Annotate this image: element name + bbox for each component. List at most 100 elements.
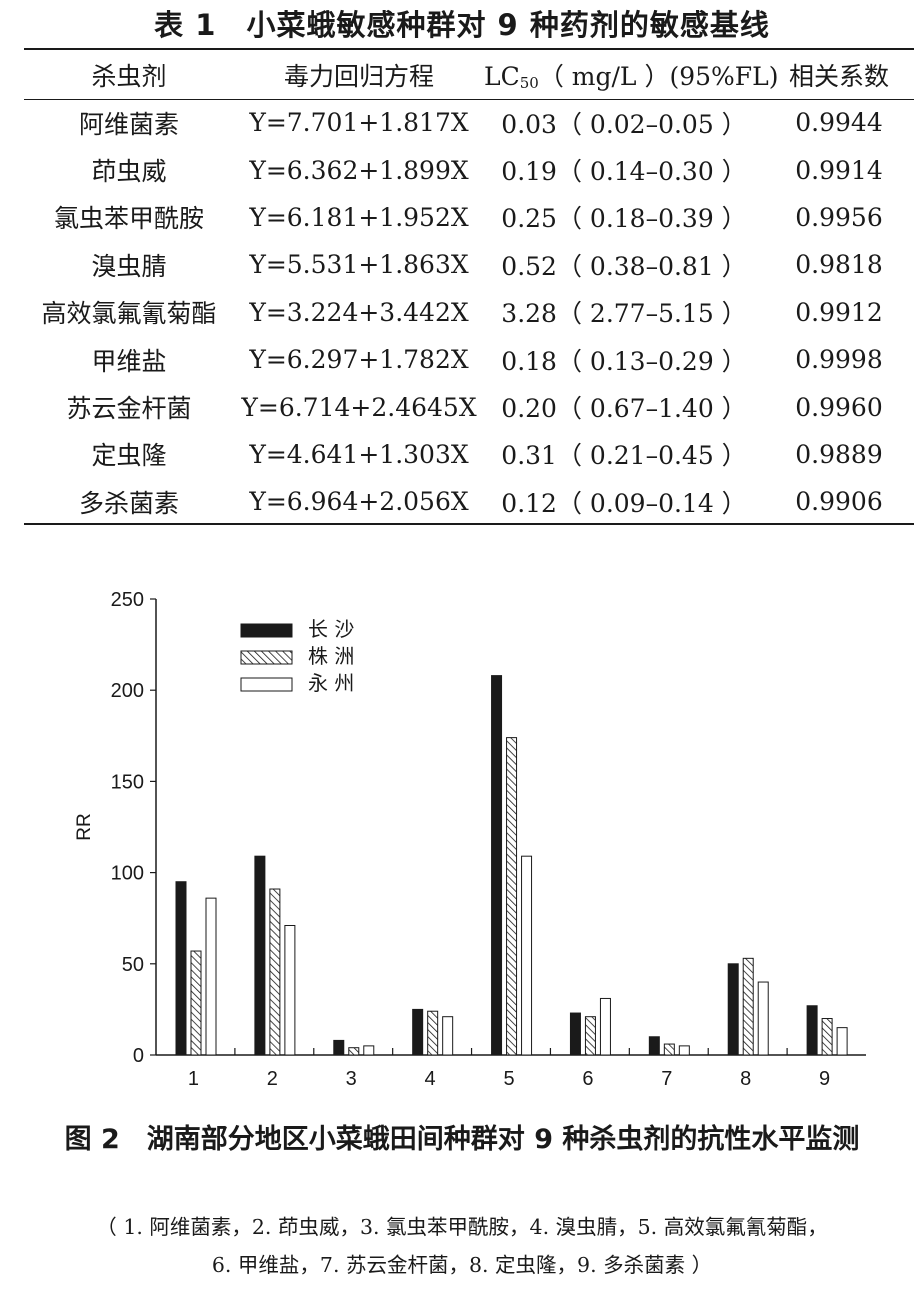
- cell-lc50: 0.18（ 0.13–0.29 ）: [501, 346, 747, 376]
- bar-3-6: [599, 997, 611, 1056]
- bar-1-7: [648, 1036, 660, 1056]
- cell-coef: 0.9818: [795, 250, 883, 280]
- bar-3-3: [363, 1045, 375, 1056]
- x-tick-label: 3: [346, 1068, 357, 1090]
- x-tick-label: 4: [425, 1068, 436, 1090]
- cell-equation: Y=6.181+1.952X: [249, 202, 469, 232]
- cell-coef: 0.9944: [795, 108, 883, 138]
- resistance-bar-chart: 0 50 100 150 200 250 RR 1 2 3 4 5 6 7 8 9 长 沙株 洲永 州: [74, 589, 866, 1090]
- table-bottom-rule: [24, 523, 914, 525]
- legend-label-3: 永 州: [308, 671, 354, 695]
- cell-lc50: 3.28（ 2.77–5.15 ）: [501, 299, 747, 329]
- bar-1-1: [175, 881, 187, 1056]
- table-header-rule: [24, 99, 914, 100]
- header-lc-sub: 50: [519, 73, 539, 92]
- table-header-row: 杀虫剂 毒力回归方程 LC50（ mg/L ）(95%FL) 相关系数: [24, 50, 914, 99]
- cell-lc50: 0.12（ 0.09–0.14 ）: [501, 488, 747, 518]
- table-row: 阿维菌素 Y=7.701+1.817X 0.03（ 0.02–0.05 ） 0.994…: [24, 99, 914, 146]
- header-equation: 毒力回归方程: [283, 61, 434, 91]
- cell-equation: Y=4.641+1.303X: [249, 439, 469, 469]
- y-tick-label: 100: [111, 863, 144, 885]
- bar-2-6: [584, 1016, 596, 1056]
- table-row: 定虫隆 Y=4.641+1.303X 0.31（ 0.21–0.45 ） 0.9889: [24, 431, 914, 478]
- header-coef: 相关系数: [788, 61, 889, 91]
- x-tick-label: 8: [740, 1068, 751, 1090]
- cell-agent: 阿维菌素: [78, 109, 179, 139]
- cell-lc50: 0.19（ 0.14–0.30 ）: [501, 157, 747, 187]
- cell-coef: 0.9914: [795, 155, 883, 185]
- table-row: 高效氯氟氰菊酯 Y=3.224+3.442X 3.28（ 2.77–5.15 ） 0.…: [24, 289, 914, 336]
- cell-agent: 多杀菌素: [78, 488, 179, 518]
- cell-equation: Y=6.714+2.4645X: [241, 392, 477, 422]
- legend-swatch-3: [240, 677, 293, 692]
- cell-lc50: 0.20（ 0.67–1.40 ）: [501, 394, 747, 424]
- figure-note-line-1: （ 1. 阿维菌素，2. 茚虫威，3. 氯虫苯甲酰胺，4. 溴虫腈，5. 高效氯…: [96, 1215, 828, 1239]
- legend-label-2: 株 洲: [308, 644, 354, 668]
- bar-1-6: [569, 1012, 581, 1056]
- bar-3-9: [836, 1027, 848, 1056]
- bar-2-1: [190, 950, 202, 1056]
- cell-equation: Y=7.701+1.817X: [249, 108, 469, 138]
- cell-agent: 茚虫威: [91, 157, 167, 187]
- header-lc50: LC50（ mg/L ）(95%FL): [484, 50, 778, 99]
- bar-3-1: [205, 897, 217, 1056]
- legend-swatch-1: [240, 623, 293, 638]
- figure-caption: 图 2 湖南部分地区小菜蛾田间种群对 9 种杀虫剂的抗性水平监测: [64, 1124, 860, 1155]
- bar-3-2: [284, 924, 296, 1056]
- cell-coef: 0.9906: [795, 487, 883, 517]
- table-title: 表 1 小菜蛾敏感种群对 9 种药剂的敏感基线: [154, 8, 770, 42]
- bar-1-3: [333, 1039, 345, 1056]
- cell-coef: 0.9960: [795, 392, 883, 422]
- bar-2-2: [269, 888, 281, 1056]
- cell-coef: 0.9912: [795, 297, 883, 327]
- cell-agent: 甲维盐: [91, 346, 167, 376]
- bar-2-9: [821, 1018, 833, 1056]
- table-row: 溴虫腈 Y=5.531+1.863X 0.52（ 0.38–0.81 ） 0.9818: [24, 241, 914, 288]
- cell-equation: Y=5.531+1.863X: [249, 250, 469, 280]
- cell-agent: 苏云金杆菌: [66, 394, 192, 424]
- cell-lc50: 0.03（ 0.02–0.05 ）: [501, 109, 747, 139]
- y-tick-label: 0: [133, 1045, 144, 1067]
- legend-label-1: 长 沙: [308, 617, 354, 641]
- table-row: 茚虫威 Y=6.362+1.899X 0.19（ 0.14–0.30 ） 0.9914: [24, 146, 914, 193]
- cell-coef: 0.9956: [795, 202, 883, 232]
- x-tick-label: 9: [819, 1068, 830, 1090]
- cell-agent: 溴虫腈: [91, 251, 167, 281]
- cell-agent: 氯虫苯甲酰胺: [53, 204, 204, 234]
- cell-equation: Y=3.224+3.442X: [249, 297, 469, 327]
- x-tick-label: 5: [503, 1068, 514, 1090]
- bar-1-2: [254, 855, 266, 1056]
- y-tick-label: 50: [122, 954, 144, 976]
- table-row: 多杀菌素 Y=6.964+2.056X 0.12（ 0.09–0.14 ） 0.990…: [24, 478, 914, 525]
- bar-2-7: [663, 1043, 675, 1056]
- sensitivity-table: 杀虫剂 毒力回归方程 LC50（ mg/L ）(95%FL) 相关系数 阿维菌素…: [24, 50, 914, 526]
- bar-2-4: [427, 1010, 439, 1056]
- bar-1-8: [727, 963, 739, 1056]
- x-tick-label: 7: [661, 1068, 672, 1090]
- cell-agent: 高效氯氟氰菊酯: [41, 299, 217, 329]
- table-row: 甲维盐 Y=6.297+1.782X 0.18（ 0.13–0.29 ） 0.9998: [24, 336, 914, 383]
- bar-2-5: [506, 737, 518, 1056]
- x-tick-label: 2: [267, 1068, 278, 1090]
- cell-equation: Y=6.297+1.782X: [249, 345, 469, 375]
- x-tick-label: 6: [582, 1068, 593, 1090]
- bar-2-3: [348, 1047, 360, 1056]
- cell-lc50: 0.31（ 0.21–0.45 ）: [501, 441, 747, 471]
- cell-equation: Y=6.964+2.056X: [249, 487, 469, 517]
- cell-equation: Y=6.362+1.899X: [249, 155, 469, 185]
- cell-lc50: 0.52（ 0.38–0.81 ）: [501, 251, 747, 281]
- table-top-rule: [24, 48, 914, 50]
- bar-3-5: [521, 855, 533, 1056]
- bar-3-7: [678, 1045, 690, 1056]
- legend-swatch-2: [240, 650, 293, 665]
- y-tick-label: 200: [111, 680, 144, 702]
- header-lc-prefix: LC: [484, 61, 520, 91]
- y-tick-label: 250: [111, 589, 144, 611]
- bar-3-4: [442, 1016, 454, 1056]
- header-lc-suffix: （ mg/L ）(95%FL): [538, 61, 779, 91]
- y-tick-label: 150: [111, 771, 144, 793]
- y-axis-label: RR: [74, 813, 95, 840]
- table-row: 苏云金杆菌 Y=6.714+2.4645X 0.20（ 0.67–1.40 ） 0.9…: [24, 383, 914, 430]
- cell-agent: 定虫隆: [91, 441, 167, 471]
- bar-2-8: [742, 957, 754, 1056]
